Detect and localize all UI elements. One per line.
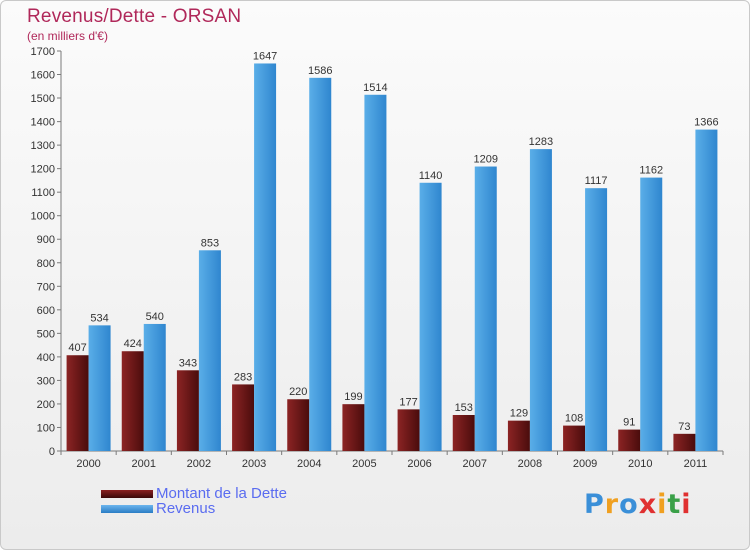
data-label-dette: 220 bbox=[289, 386, 307, 398]
bar-revenus bbox=[143, 323, 166, 451]
x-tick-label: 2007 bbox=[463, 458, 487, 470]
bar-dette bbox=[673, 433, 696, 451]
data-label-revenus: 1117 bbox=[585, 175, 608, 187]
legend-item-revenus: Revenus bbox=[101, 501, 287, 516]
data-label-revenus: 1283 bbox=[529, 136, 553, 148]
bar-dette bbox=[397, 409, 420, 451]
x-tick-label: 2005 bbox=[352, 458, 376, 470]
legend-label-dette: Montant de la Dette bbox=[156, 485, 287, 502]
bar-dette bbox=[618, 429, 641, 451]
data-label-revenus: 853 bbox=[201, 237, 219, 249]
y-tick-label: 100 bbox=[37, 422, 55, 434]
x-tick-label: 2003 bbox=[242, 458, 266, 470]
y-tick-label: 1300 bbox=[31, 140, 55, 152]
x-tick-label: 2002 bbox=[187, 458, 211, 470]
y-tick-label: 1000 bbox=[31, 211, 55, 223]
bar-dette bbox=[121, 351, 144, 451]
bar-revenus bbox=[529, 149, 552, 451]
logo-letter: P bbox=[584, 489, 605, 520]
y-tick-label: 400 bbox=[37, 352, 55, 364]
bar-revenus bbox=[198, 250, 221, 451]
logo-letter: i bbox=[657, 489, 668, 520]
y-tick-label: 500 bbox=[37, 328, 55, 340]
legend-swatch-dette bbox=[101, 489, 153, 498]
data-label-dette: 91 bbox=[623, 417, 635, 429]
y-tick-label: 1500 bbox=[31, 93, 55, 105]
data-label-revenus: 1162 bbox=[639, 165, 663, 177]
bar-revenus bbox=[640, 177, 663, 451]
data-label-revenus: 1647 bbox=[253, 50, 277, 62]
data-label-dette: 108 bbox=[565, 413, 583, 425]
y-tick-label: 200 bbox=[37, 399, 55, 411]
logo-letter: x bbox=[638, 489, 658, 520]
bar-dette bbox=[342, 404, 365, 451]
data-label-revenus: 534 bbox=[90, 312, 108, 324]
x-tick-label: 2008 bbox=[518, 458, 542, 470]
data-label-revenus: 1586 bbox=[308, 65, 332, 77]
bar-revenus bbox=[695, 129, 718, 451]
y-tick-label: 600 bbox=[37, 305, 55, 317]
legend-label-revenus: Revenus bbox=[156, 500, 216, 517]
y-tick-label: 700 bbox=[37, 281, 55, 293]
y-tick-label: 900 bbox=[37, 234, 55, 246]
y-tick-label: 1200 bbox=[31, 164, 55, 176]
x-tick-label: 2000 bbox=[76, 458, 100, 470]
bar-revenus bbox=[254, 63, 277, 452]
data-label-dette: 424 bbox=[124, 338, 142, 350]
chart-subtitle: (en milliers d'€) bbox=[27, 29, 108, 43]
logo-letter: t bbox=[667, 489, 682, 520]
data-label-revenus: 1514 bbox=[363, 82, 387, 94]
y-tick-label: 1400 bbox=[31, 117, 55, 129]
bar-dette bbox=[563, 425, 586, 451]
logo-letter: i bbox=[681, 489, 692, 520]
data-label-dette: 343 bbox=[179, 357, 197, 369]
bar-dette bbox=[176, 370, 199, 451]
data-label-dette: 407 bbox=[68, 342, 86, 354]
data-label-revenus: 540 bbox=[146, 311, 164, 323]
data-label-revenus: 1366 bbox=[694, 117, 718, 129]
y-tick-label: 1600 bbox=[31, 70, 55, 82]
bar-revenus bbox=[419, 182, 442, 451]
data-label-dette: 129 bbox=[510, 408, 528, 420]
x-tick-label: 2004 bbox=[297, 458, 321, 470]
chart-legend: Montant de la Dette Revenus bbox=[101, 486, 287, 516]
bar-revenus bbox=[364, 94, 387, 451]
data-label-dette: 177 bbox=[399, 396, 417, 408]
y-tick-label: 800 bbox=[37, 258, 55, 270]
y-tick-label: 0 bbox=[49, 446, 55, 458]
data-label-dette: 153 bbox=[455, 402, 473, 414]
x-tick-label: 2011 bbox=[684, 458, 708, 470]
proxiti-logo: Proxiti bbox=[584, 489, 692, 520]
bar-dette bbox=[507, 420, 530, 451]
x-tick-label: 2010 bbox=[628, 458, 652, 470]
data-label-dette: 73 bbox=[678, 421, 690, 433]
y-tick-label: 1700 bbox=[31, 46, 55, 58]
bar-revenus bbox=[309, 77, 332, 451]
data-label-dette: 283 bbox=[234, 371, 252, 383]
data-label-revenus: 1209 bbox=[474, 154, 498, 166]
x-tick-label: 2006 bbox=[407, 458, 431, 470]
bar-revenus bbox=[474, 166, 497, 451]
logo-letter: o bbox=[619, 489, 639, 520]
y-tick-label: 1100 bbox=[31, 187, 55, 199]
legend-item-dette: Montant de la Dette bbox=[101, 486, 287, 501]
x-tick-label: 2001 bbox=[132, 458, 156, 470]
legend-swatch-revenus bbox=[101, 504, 153, 513]
bar-dette bbox=[287, 399, 310, 451]
chart-title: Revenus/Dette - ORSAN bbox=[27, 6, 242, 27]
bar-revenus bbox=[88, 325, 111, 451]
x-tick-label: 2009 bbox=[573, 458, 597, 470]
bar-dette bbox=[66, 355, 89, 451]
logo-letter: r bbox=[604, 489, 620, 520]
data-label-revenus: 1140 bbox=[419, 170, 443, 182]
bar-revenus bbox=[585, 188, 608, 452]
bar-dette bbox=[232, 384, 255, 451]
data-label-dette: 199 bbox=[344, 391, 362, 403]
bar-dette bbox=[452, 415, 475, 451]
y-tick-label: 300 bbox=[37, 375, 55, 387]
